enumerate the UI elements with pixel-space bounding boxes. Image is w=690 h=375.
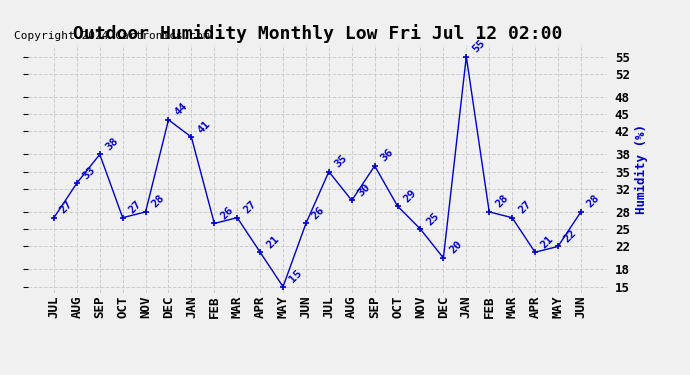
Text: 25: 25	[424, 210, 442, 227]
Text: 38: 38	[104, 136, 121, 152]
Text: 22: 22	[562, 228, 579, 244]
Text: 26: 26	[219, 205, 235, 221]
Text: 27: 27	[516, 199, 533, 216]
Text: 36: 36	[379, 147, 395, 164]
Text: 20: 20	[448, 239, 464, 256]
Text: 28: 28	[493, 193, 510, 210]
Text: 30: 30	[356, 182, 373, 198]
Text: 27: 27	[58, 199, 75, 216]
Text: 29: 29	[402, 188, 418, 204]
Text: 27: 27	[241, 199, 258, 216]
Text: 15: 15	[287, 268, 304, 285]
Text: 27: 27	[127, 199, 144, 216]
Text: 41: 41	[195, 118, 213, 135]
Text: 28: 28	[585, 193, 602, 210]
Text: 21: 21	[264, 233, 281, 250]
Title: Outdoor Humidity Monthly Low Fri Jul 12 02:00: Outdoor Humidity Monthly Low Fri Jul 12 …	[72, 24, 562, 44]
Text: 26: 26	[310, 205, 327, 221]
Text: 55: 55	[471, 38, 487, 54]
Text: 28: 28	[150, 193, 166, 210]
Text: 21: 21	[539, 233, 556, 250]
Text: 35: 35	[333, 153, 350, 170]
Text: Copyright 2024 Cartronics.com: Copyright 2024 Cartronics.com	[14, 32, 210, 41]
Y-axis label: Humidity (%): Humidity (%)	[635, 124, 649, 214]
Text: 33: 33	[81, 164, 98, 181]
Text: 44: 44	[172, 101, 189, 118]
